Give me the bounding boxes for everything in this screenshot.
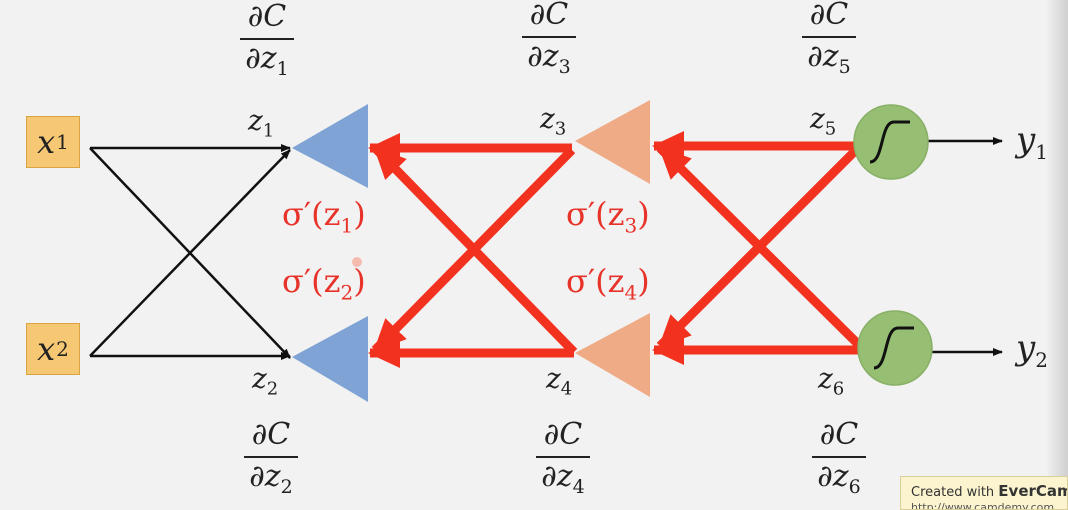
input-index: 2 [56, 337, 69, 361]
partial-denominator: ∂z2 [249, 459, 293, 498]
label-z5: z5 [810, 102, 837, 140]
label-z3: z3 [540, 102, 567, 140]
partial-denominator: ∂z5 [807, 39, 851, 78]
fraction-bar [802, 36, 856, 38]
partial-numerator: ∂C [819, 417, 859, 452]
watermark-prefix: Created with [911, 485, 999, 500]
fraction-bar [536, 456, 590, 458]
evercam-watermark: Created with EverCam http://www.camdemy.… [900, 476, 1068, 510]
partial-denominator: ∂z4 [541, 459, 585, 498]
output-y2: y2 [1016, 328, 1048, 372]
partial-dc-dz1: ∂C ∂z1 [222, 2, 312, 79]
label-z4: z4 [546, 362, 573, 400]
sigma-prime-z2: σ′(z2) [282, 262, 366, 305]
edge-shade [1046, 0, 1068, 510]
partial-dc-dz3: ∂C ∂z3 [504, 0, 594, 77]
label-z6: z6 [818, 362, 845, 400]
input-index: 1 [56, 130, 69, 154]
partial-numerator: ∂C [529, 0, 569, 32]
forward-edge-x2-z1 [89, 149, 291, 357]
neuron-z1 [292, 104, 368, 188]
partial-denominator: ∂z1 [245, 41, 289, 80]
fraction-bar [244, 456, 298, 458]
neuron-z2 [292, 316, 368, 402]
partial-numerator: ∂C [247, 0, 287, 34]
sigma-prime-z4: σ′(z4) [566, 262, 650, 305]
partial-dc-dz4: ∂C ∂z4 [518, 420, 608, 497]
watermark-brand: EverCam [998, 482, 1068, 500]
fraction-bar [240, 38, 294, 40]
partial-dc-dz6: ∂C ∂z6 [794, 420, 884, 497]
neuron-z3 [575, 100, 650, 184]
partial-dc-dz2: ∂C ∂z2 [226, 420, 316, 497]
neuron-z4 [575, 313, 650, 397]
backward-edge-z6-z3 [656, 144, 866, 352]
neuron-z6 [857, 310, 933, 386]
label-z1: z1 [248, 104, 275, 142]
fraction-bar [522, 36, 576, 38]
label-z2: z2 [252, 362, 279, 400]
sigmoid-icon [869, 120, 910, 164]
input-symbol: x [37, 123, 56, 161]
sigma-prime-z1: σ′(z1) [282, 195, 366, 238]
partial-numerator: ∂C [543, 417, 583, 452]
partial-dc-dz5: ∂C ∂z5 [784, 0, 874, 77]
input-symbol: x [37, 330, 56, 368]
sigmoid-icon [873, 326, 914, 370]
sigma-prime-z3: σ′(z3) [566, 195, 650, 238]
partial-denominator: ∂z3 [527, 39, 571, 78]
partial-denominator: ∂z6 [817, 459, 861, 498]
output-y1: y1 [1016, 120, 1048, 164]
neuron-z5 [853, 104, 929, 180]
watermark-url: http://www.camdemy.com [911, 501, 1055, 510]
cursor-dot [352, 257, 362, 267]
partial-numerator: ∂C [251, 417, 291, 452]
fraction-bar [812, 456, 866, 458]
partial-numerator: ∂C [809, 0, 849, 32]
backward-edge-z4-z1 [371, 144, 578, 356]
